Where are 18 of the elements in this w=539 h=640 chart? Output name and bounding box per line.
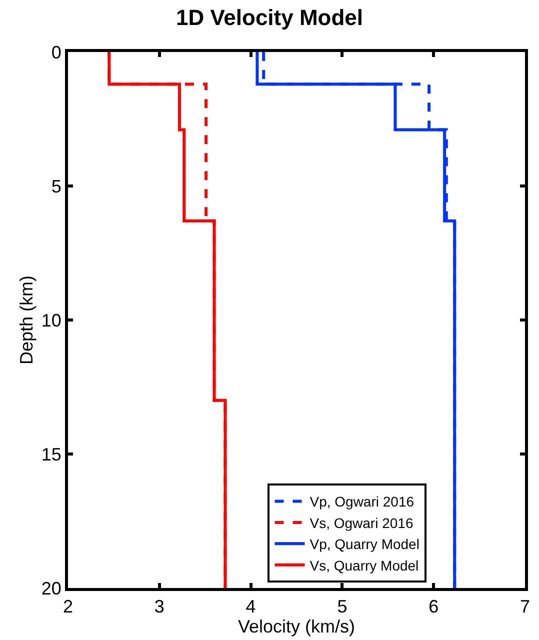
legend-label: Vs, Quarry Model [310, 557, 419, 574]
chart-title: 1D Velocity Model [176, 5, 364, 30]
y-tick-label: 15 [41, 444, 62, 464]
legend-label: Vp, Quarry Model [310, 536, 420, 552]
x-tick-label: 2 [62, 596, 74, 617]
x-tick-label: 3 [154, 596, 164, 617]
y-axis-title: Depth (km) [16, 275, 37, 365]
legend-label: Vs, Ogwari 2016 [310, 514, 414, 531]
x-axis-title: Velocity (km/s) [238, 616, 356, 637]
y-tick-label: 10 [41, 310, 62, 330]
y-tick-label: 20 [41, 578, 62, 598]
y-tick-label: 5 [51, 176, 62, 196]
x-tick-label: 5 [337, 596, 348, 617]
x-tick-label: 7 [520, 596, 530, 617]
y-tick-label: 0 [51, 42, 62, 62]
legend-label: Vp, Ogwari 2016 [310, 494, 414, 510]
x-tick-label: 4 [246, 596, 256, 617]
x-tick-label: 6 [428, 596, 439, 617]
